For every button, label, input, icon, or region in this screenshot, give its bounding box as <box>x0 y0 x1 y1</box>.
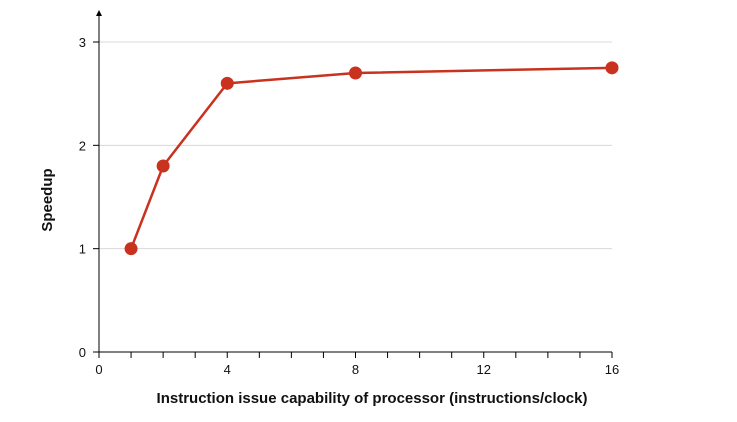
y-tick-label: 1 <box>79 242 86 257</box>
gridlines <box>99 41 612 250</box>
y-tick-label: 0 <box>79 345 86 360</box>
data-point <box>220 76 234 90</box>
data-point <box>124 242 138 256</box>
x-tick-label: 4 <box>224 362 231 377</box>
axes <box>96 10 612 354</box>
series-line <box>129 66 613 250</box>
data-point <box>156 159 170 173</box>
tick-marks <box>93 41 613 358</box>
data-point <box>349 66 362 80</box>
x-tick-label: 12 <box>477 362 491 377</box>
y-axis-title: Speedup <box>39 168 56 231</box>
data-series <box>124 61 619 256</box>
x-tick-label: 0 <box>95 362 102 377</box>
x-tick-label: 8 <box>352 362 359 377</box>
x-tick-label: 16 <box>605 362 619 377</box>
y-axis-arrow <box>96 10 102 16</box>
x-axis-title: Instruction issue capability of processo… <box>157 390 588 407</box>
y-tick-label: 3 <box>79 35 86 50</box>
y-tick-label: 2 <box>79 138 86 153</box>
data-point <box>605 61 619 75</box>
